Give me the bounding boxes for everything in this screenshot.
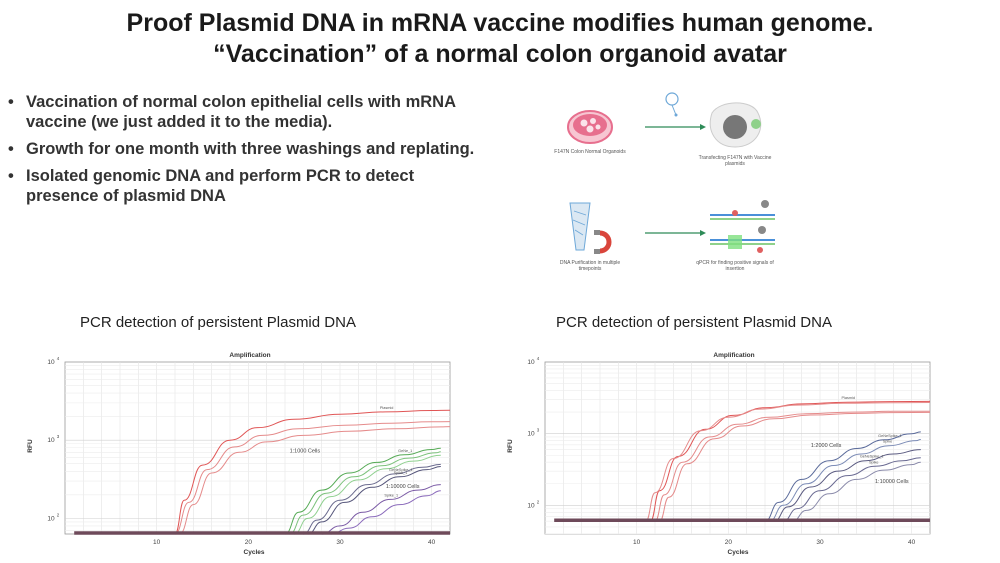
- amplification-curve: [645, 402, 931, 522]
- x-tick-label: 30: [816, 539, 824, 546]
- slide-title-line1: Proof Plasmid DNA in mRNA vaccine modifi…: [126, 9, 874, 37]
- y-tick-label: 10: [527, 359, 535, 366]
- bullet-item: Growth for one month with three washings…: [8, 139, 478, 159]
- experiment-schematic: F147N Colon Normal Organoids Transfectin…: [554, 85, 820, 295]
- chart-annotation: 1:10000 Cells: [386, 484, 420, 490]
- arrowhead-icon: [700, 124, 706, 130]
- x-tick-label: 20: [245, 539, 253, 546]
- schematic-caption-2: Transfecting F147N with Vaccine plasmids: [698, 155, 772, 167]
- dna-tube-icon: [569, 202, 591, 251]
- chart-annotation: 1:10000 Cells: [875, 479, 909, 485]
- y-tick-label: 10: [527, 431, 535, 438]
- series-label: GeNeSpike_1: [860, 455, 884, 459]
- y-tick-exponent: 4: [57, 356, 60, 361]
- y-tick-exponent: 3: [537, 428, 540, 433]
- amplification-curve: [321, 484, 441, 535]
- chart-annotation: 1:2000 Cells: [811, 443, 842, 449]
- x-tick-label: 30: [336, 539, 344, 546]
- qpcr-dna-icon: [710, 200, 775, 253]
- y-tick-label: 10: [47, 437, 55, 444]
- series-label: Spike: [869, 460, 879, 464]
- y-tick-label: 10: [47, 515, 55, 522]
- y-tick-label: 10: [527, 502, 535, 509]
- bullet-list: Vaccination of normal colon epithelial c…: [8, 92, 478, 213]
- series-label: Spike_1: [384, 493, 398, 497]
- schematic-caption-4: qPCR for finding positive signals of ins…: [696, 260, 774, 272]
- series-label: Spike: [883, 440, 893, 444]
- amplification-curve: [303, 463, 441, 535]
- series-label: GeNe_1: [398, 449, 412, 453]
- x-tick-label: 40: [428, 539, 436, 546]
- magnet-icon: [594, 230, 612, 254]
- y-axis-label: RFU: [507, 439, 514, 453]
- amplification-chart-2: Amplification Cycles RFU 10 20 30 401021031…: [507, 352, 931, 556]
- y-tick-exponent: 4: [537, 356, 540, 361]
- amplification-curve: [289, 451, 441, 535]
- plasmid-icon: [665, 92, 679, 117]
- x-axis-label: Cycles: [244, 549, 265, 556]
- series-label: Spike_1: [394, 471, 408, 475]
- amplification-curve: [174, 421, 451, 535]
- amplification-curve: [654, 410, 931, 522]
- transfected-cell-icon: [709, 102, 762, 148]
- amplification-curve: [174, 409, 451, 535]
- schematic-caption-3: DNA Purification in multiple timepoints: [559, 260, 621, 272]
- slide-title-line2: “Vaccination” of a normal colon organoid…: [213, 40, 787, 68]
- amplification-curve: [792, 461, 921, 522]
- bullet-item: Vaccination of normal colon epithelial c…: [8, 92, 478, 132]
- plot-area: [544, 361, 931, 535]
- amplification-curve: [764, 431, 921, 522]
- chart-panel-title-1: PCR detection of persistent Plasmid DNA: [80, 314, 356, 331]
- x-tick-label: 10: [153, 539, 161, 546]
- y-tick-exponent: 2: [57, 512, 60, 517]
- y-axis-label: RFU: [27, 439, 34, 453]
- chart-annotation: 1:1000 Cells: [290, 448, 321, 454]
- amplification-curve: [769, 439, 921, 522]
- y-tick-exponent: 3: [57, 434, 60, 439]
- x-axis-label: Cycles: [728, 549, 749, 556]
- arrowhead-icon: [700, 230, 706, 236]
- amplification-curve: [330, 490, 441, 535]
- series-label: Plasmid: [380, 406, 394, 410]
- x-tick-label: 40: [908, 539, 916, 546]
- chart-title: Amplification: [713, 352, 754, 359]
- amplification-chart-1: Amplification Cycles RFU 10 20 30 401021031…: [27, 352, 451, 556]
- schematic-caption-1: F147N Colon Normal Organoids: [554, 149, 626, 155]
- series-label: GeNeSpike_1: [389, 468, 413, 472]
- chart-panel-title-2: PCR detection of persistent Plasmid DNA: [556, 314, 832, 331]
- amplification-curve: [307, 466, 441, 535]
- bullet-item: Isolated genomic DNA and perform PCR to …: [8, 166, 478, 206]
- y-tick-exponent: 2: [537, 499, 540, 504]
- amplification-curve: [774, 449, 921, 522]
- slide-title: Proof Plasmid DNA in mRNA vaccine modifi…: [0, 8, 1000, 70]
- x-tick-label: 20: [725, 539, 733, 546]
- petri-dish-icon: [567, 110, 613, 144]
- schematic-graphic: [567, 92, 775, 254]
- chart-title: Amplification: [229, 352, 270, 359]
- y-tick-label: 10: [47, 359, 55, 366]
- amplification-curve: [783, 457, 921, 522]
- series-label: GeNeSpike_1: [878, 434, 902, 438]
- x-tick-label: 10: [633, 539, 641, 546]
- amplification-curve: [659, 411, 931, 522]
- amplification-curve: [179, 426, 451, 535]
- amplification-curve: [294, 454, 441, 535]
- series-label: Plasmid: [842, 396, 856, 400]
- amplification-curve: [284, 447, 441, 535]
